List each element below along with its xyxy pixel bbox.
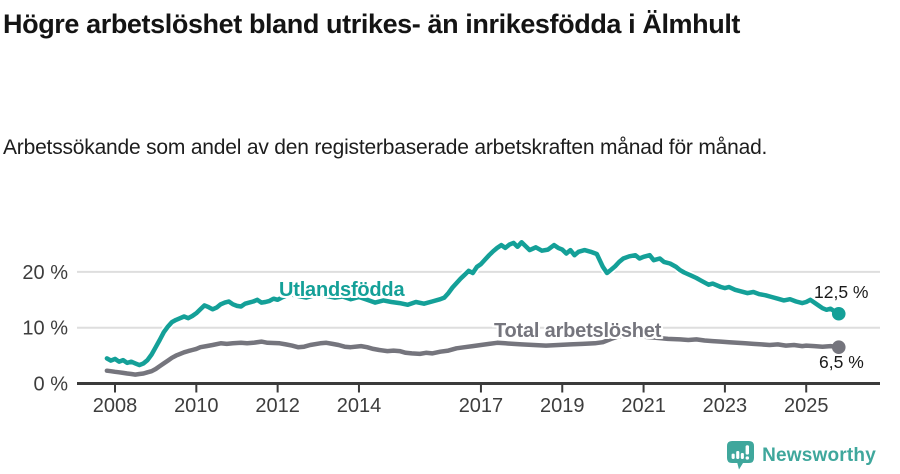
brand-footer: Newsworthy	[727, 441, 876, 470]
x-tick-label: 2017	[459, 395, 504, 417]
y-tick-label: 10 %	[22, 318, 68, 340]
utlandsfodda-end-dot	[831, 306, 846, 321]
logo-bar-2	[736, 451, 740, 459]
x-tick-label: 2021	[621, 395, 666, 417]
logo-bar-1	[731, 453, 735, 459]
x-tick-label: 2023	[703, 395, 748, 417]
x-tick-label: 2008	[93, 395, 138, 417]
end-value-label-total: 6,5 %	[819, 352, 864, 372]
total-arbetsloshet-line	[104, 333, 841, 377]
newsworthy-logo-icon	[727, 441, 755, 470]
x-tick-label: 2025	[784, 395, 829, 417]
page-subtitle: Arbetssökande som andel av den registerb…	[3, 136, 768, 159]
series-label-utlandsfodda: Utlandsfödda	[279, 279, 405, 301]
x-tick-label: 2012	[255, 395, 300, 417]
brand-wordmark: Newsworthy	[762, 444, 876, 466]
utlandsfodda-line	[104, 240, 841, 368]
logo-bar-3	[740, 453, 744, 459]
logo-exclamation-dot	[745, 456, 750, 460]
series-label-total-arbetsloshet: Total arbetslöshet	[494, 320, 662, 342]
logo-exclamation-stem	[745, 445, 750, 455]
y-tick-label: 20 %	[22, 262, 68, 284]
page-title: Högre arbetslöshet bland utrikes- än inr…	[3, 9, 741, 39]
x-tick-label: 2019	[540, 395, 585, 417]
end-value-label-utlandsfodda: 12,5 %	[814, 282, 869, 302]
y-tick-label: 0 %	[34, 374, 69, 396]
total-end-dot	[831, 340, 846, 355]
logo-speech-bubble	[727, 441, 755, 470]
x-tick-label: 2014	[337, 395, 382, 417]
x-tick-label: 2010	[174, 395, 219, 417]
